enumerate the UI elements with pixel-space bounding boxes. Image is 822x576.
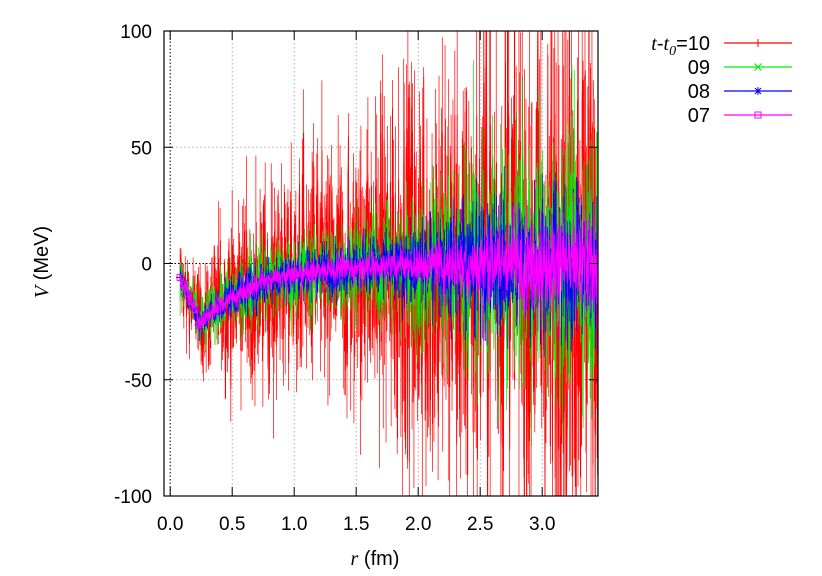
legend-marker — [754, 87, 762, 95]
series-line — [179, 213, 599, 327]
y-tick-label: -100 — [114, 487, 152, 508]
x-tick-labels: 0.0 0.5 1.0 1.5 2.0 2.5 3.0 — [157, 514, 555, 535]
x-tick-label: 2.5 — [467, 514, 493, 535]
legend-entry-08: 08 — [688, 81, 792, 103]
tick-marks — [164, 30, 598, 497]
data-point — [176, 273, 184, 281]
x-tick-label: 2.0 — [405, 514, 431, 535]
legend-entry-10: t-t0=10 — [651, 33, 792, 59]
y-axis-var: V — [31, 283, 53, 298]
legend-label: 08 — [688, 81, 710, 103]
data-point — [184, 289, 192, 297]
data-point — [198, 317, 206, 325]
y-tick-label: -50 — [125, 371, 152, 392]
data-point — [191, 305, 199, 313]
legend-label: t-t0=10 — [651, 33, 710, 59]
data-point — [202, 313, 210, 321]
x-axis-var: r — [351, 548, 359, 570]
x-axis-unit: (fm) — [364, 548, 400, 570]
y-tick-label: 0 — [141, 255, 152, 276]
legend-label: 07 — [688, 105, 710, 127]
data-point — [187, 297, 195, 305]
legend-entry-09: 09 — [688, 57, 792, 79]
x-tick-label: 0.5 — [219, 514, 245, 535]
y-tick-label: 50 — [131, 138, 152, 159]
x-tick-label: 1.0 — [281, 514, 307, 535]
x-tick-label: 0.0 — [157, 514, 183, 535]
y-tick-labels: -100 -50 0 50 100 — [114, 22, 152, 508]
series-07 — [176, 188, 599, 339]
legend-label: 09 — [688, 57, 710, 79]
legend-marker — [754, 63, 762, 71]
legend-marker — [754, 111, 762, 119]
data-point — [195, 321, 203, 329]
y-tick-label: 100 — [120, 22, 152, 43]
data-series — [176, 30, 599, 497]
data-point — [180, 281, 188, 289]
x-axis-title: r (fm) — [351, 548, 400, 570]
legend-marker — [754, 39, 762, 47]
y-axis-unit: (MeV) — [31, 226, 53, 280]
y-axis-title: V (MeV) — [31, 226, 53, 298]
x-tick-label: 1.5 — [343, 514, 369, 535]
x-tick-label: 3.0 — [529, 514, 555, 535]
legend-entry-07: 07 — [688, 105, 792, 127]
